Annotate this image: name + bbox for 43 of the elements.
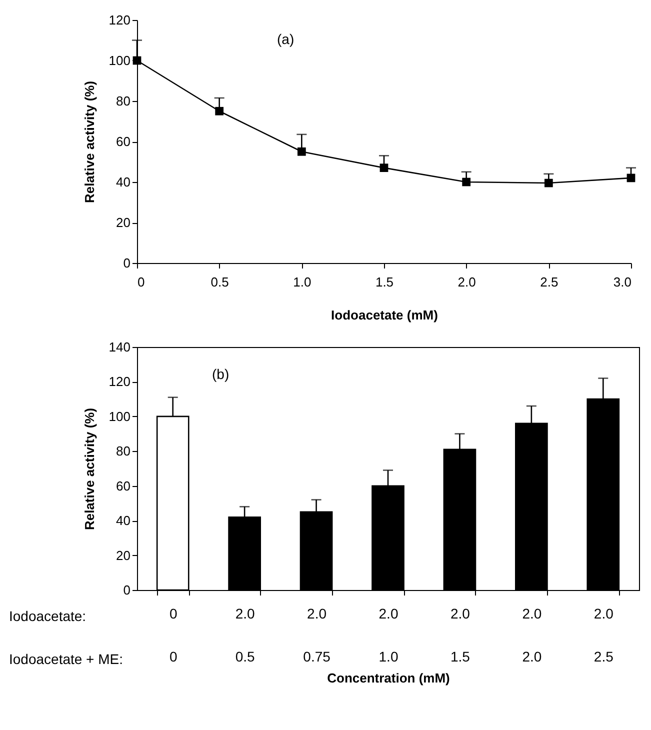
x-tick-label: 1.5 <box>375 274 394 290</box>
x-tick-label: 3.0 <box>613 274 632 290</box>
y-tick-label: 100 <box>108 53 130 68</box>
point <box>215 106 224 116</box>
y-tick-label: 140 <box>108 340 130 354</box>
y-tick-label: 0 <box>123 256 130 270</box>
y-tick-label: 60 <box>116 134 130 149</box>
point <box>544 178 553 188</box>
y-tick-label: 40 <box>116 513 130 528</box>
x-axis-title: Iodoacetate (mM) <box>331 308 438 322</box>
category-label: 2.0 1.0 <box>378 606 398 664</box>
text: Iodoacetate: <box>9 608 86 624</box>
y-tick-label: 0 <box>123 582 130 598</box>
y-tick-label: 120 <box>108 12 130 28</box>
point <box>626 174 636 182</box>
category-label: 2.0 2.5 <box>594 606 614 664</box>
y-tick-label: 120 <box>108 374 130 390</box>
x-tick-label: 2.0 <box>458 274 476 290</box>
point <box>297 147 306 156</box>
text: Iodoacetate + ME: <box>9 651 124 667</box>
y-axis-title: Relative activity (%) <box>82 80 97 204</box>
y-tick-label: 80 <box>116 94 130 108</box>
y-tick-label: 20 <box>116 215 130 230</box>
point <box>462 178 471 186</box>
y-tick-label: 60 <box>116 478 130 494</box>
category-label: 2.0 1.5 <box>450 606 470 664</box>
y-tick-label: 100 <box>108 408 130 424</box>
y-axis-title: Relative activity (%) <box>82 408 97 530</box>
annotation: (a) <box>277 31 294 47</box>
annotation: (b) <box>212 366 230 382</box>
category-label: 2.0 2.0 <box>522 606 542 664</box>
category-label: 2.0 0.5 <box>235 606 255 664</box>
y-tick-label: 40 <box>116 174 130 190</box>
x-axis-title: Concentration (mM) <box>327 670 450 686</box>
category-label: 2.0 0.75 <box>303 606 330 664</box>
y-tick-label: 80 <box>116 444 130 459</box>
x-tick-label: 0 <box>138 274 145 290</box>
x-tick-label: 0.5 <box>210 274 229 290</box>
x-tick-label: 2.5 <box>540 274 558 290</box>
point <box>380 164 388 172</box>
x-tick-label: 1.0 <box>293 274 312 290</box>
category-label: 0 0 <box>169 606 178 664</box>
y-tick-label: 20 <box>116 548 130 563</box>
